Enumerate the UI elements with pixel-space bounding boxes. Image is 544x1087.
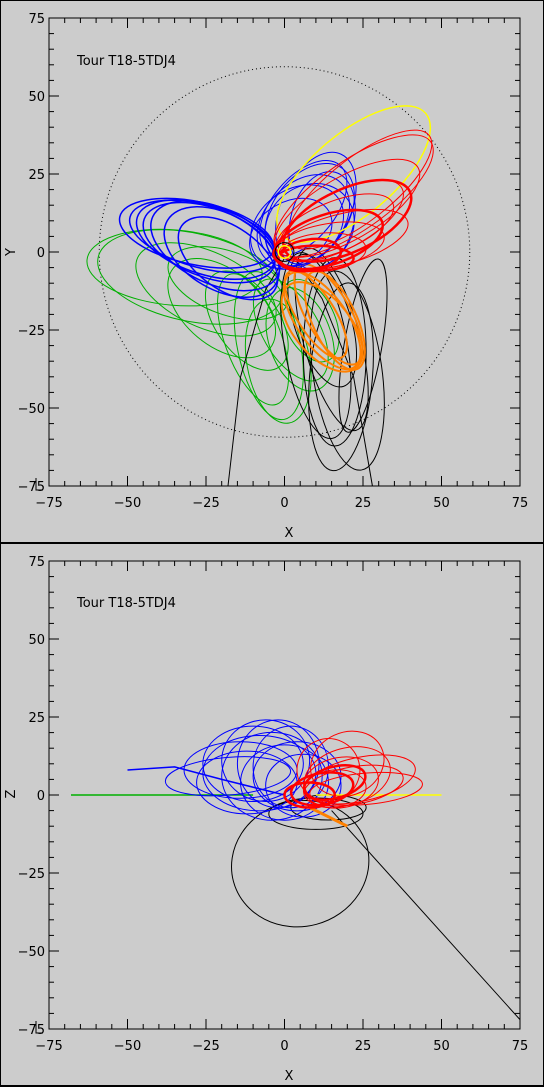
blue-orbit xyxy=(202,725,304,802)
red-orbit xyxy=(310,730,385,797)
xy-y-tick-label: 50 xyxy=(28,90,45,105)
yellow-orbit xyxy=(276,105,432,243)
xz-plot: −75 −50 −25 0 25 50 75 75 50 25 0 −25 −50 −75 Tour T1… xyxy=(4,555,529,1084)
xy-y-tick-label: 0 xyxy=(37,246,45,261)
blue-orbit xyxy=(221,731,323,821)
planet-ring xyxy=(277,244,292,260)
plot-panel-xz: −75 −50 −25 0 25 50 75 75 50 25 0 −25 −50 −75 Tour T1… xyxy=(0,543,544,1086)
orange-orbit xyxy=(283,269,348,360)
xy-x-tick-label: 0 xyxy=(280,496,288,511)
black-trajectory xyxy=(227,257,285,487)
orange-orbit xyxy=(280,281,364,373)
xz-y-tick-label: 50 xyxy=(28,633,45,648)
xz-x-tick-label: 50 xyxy=(433,1039,450,1054)
red-orbit xyxy=(283,781,336,809)
green-orbit xyxy=(252,278,329,382)
green-orbit xyxy=(244,298,312,424)
xz-x-tick-label: 0 xyxy=(280,1039,288,1054)
green-orbit xyxy=(279,278,340,363)
xz-plot-title: Tour T18-5TDJ4 xyxy=(76,596,176,611)
xy-y-tick-label: 25 xyxy=(28,168,45,183)
xy-x-tick-label: −25 xyxy=(192,496,219,511)
black-orbit xyxy=(308,282,374,472)
xy-x-tick-label: −50 xyxy=(114,496,141,511)
blue-orbit xyxy=(177,216,279,301)
red-orbit xyxy=(274,158,421,258)
black-trajectory xyxy=(331,810,521,1020)
reference-circle xyxy=(98,66,471,438)
blue-orbit xyxy=(163,205,281,299)
green-orbit xyxy=(204,270,289,371)
xy-x-tick-label: −75 xyxy=(35,496,62,511)
orange-trajectory xyxy=(308,806,348,828)
xz-x-axis-label: X xyxy=(285,1069,294,1084)
xy-corner-mark xyxy=(35,478,43,491)
red-orbit xyxy=(302,764,367,801)
green-orbit xyxy=(217,273,290,406)
xy-x-tick-label: 50 xyxy=(433,496,450,511)
black-trajectory xyxy=(296,261,373,487)
xz-x-tick-label: −75 xyxy=(35,1039,62,1054)
xz-y-tick-label: −50 xyxy=(18,945,45,960)
blue-orbit xyxy=(265,753,342,818)
xz-y-tick-label: 75 xyxy=(28,555,45,570)
planet-ring xyxy=(274,242,295,262)
black-orbit xyxy=(231,799,370,928)
xz-x-tick-label: 75 xyxy=(512,1039,529,1054)
xz-x-tick-label: −25 xyxy=(192,1039,219,1054)
black-orbit xyxy=(309,270,385,471)
xz-y-tick-label: 25 xyxy=(28,711,45,726)
red-orbit xyxy=(272,208,385,271)
xz-x-tick-label: 25 xyxy=(355,1039,372,1054)
blue-orbit xyxy=(240,744,329,821)
black-orbit xyxy=(338,258,388,433)
xz-y-tick-label: 0 xyxy=(37,789,45,804)
xy-x-axis-label: X xyxy=(285,526,294,541)
xy-y-tick-label: −25 xyxy=(18,324,45,339)
black-orbit xyxy=(287,253,358,388)
xy-y-tick-label: 75 xyxy=(28,12,45,27)
xy-y-axis-label: Y xyxy=(4,248,19,257)
xy-y-tick-label: −75 xyxy=(18,480,45,495)
xy-x-tick-label: 75 xyxy=(512,496,529,511)
xz-y-tick-label: −75 xyxy=(18,1023,45,1038)
blue-trajectory xyxy=(127,766,285,796)
xy-x-tick-label: 25 xyxy=(355,496,372,511)
plot-panel-xy: −75 −50 −25 0 25 50 75 75 50 25 0 −25 −50 −75 Tour T1… xyxy=(0,0,544,543)
blue-orbit xyxy=(221,719,311,802)
xy-plot-title: Tour T18-5TDJ4 xyxy=(76,54,176,69)
orange-orbit xyxy=(303,270,366,371)
xz-y-tick-label: −25 xyxy=(18,867,45,882)
xy-plot: −75 −50 −25 0 25 50 75 75 50 25 0 −25 −50 −75 Tour T1… xyxy=(4,12,529,541)
xz-corner-mark xyxy=(35,1021,43,1034)
xy-y-tick-label: −50 xyxy=(18,402,45,417)
green-orbit xyxy=(233,271,304,421)
xz-y-axis-label: Z xyxy=(4,789,19,798)
xz-x-tick-label: −50 xyxy=(114,1039,141,1054)
